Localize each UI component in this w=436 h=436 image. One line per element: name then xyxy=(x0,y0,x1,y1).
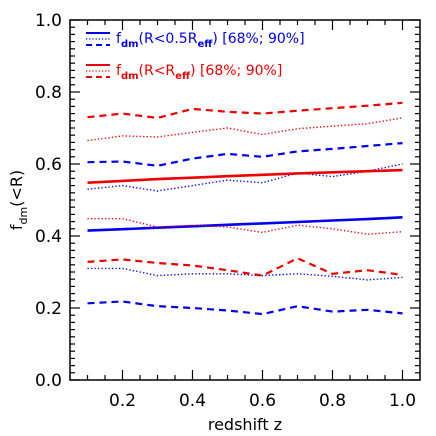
legend-blue-mid: (R<0.5R xyxy=(139,31,198,47)
y-axis-label-tail: (<R) xyxy=(7,170,26,207)
legend-entry-red: fdm(R<Reff) [68%; 90%] xyxy=(86,63,282,82)
series-line-blue-dashed-4 xyxy=(87,300,403,316)
series-line-blue-dotted-3 xyxy=(87,267,403,281)
x-tick-label: 0.4 xyxy=(179,391,206,411)
legend-red-prefix: f xyxy=(116,63,122,79)
y-tick-label: 0.0 xyxy=(35,371,62,391)
y-axis-label-main: f xyxy=(7,224,26,230)
x-axis-label: redshift z xyxy=(208,415,282,434)
series-line-red-dashed-9 xyxy=(87,257,403,277)
ticks-layer xyxy=(69,19,420,381)
legend-label-red: fdm(R<Reff) [68%; 90%] xyxy=(116,63,282,82)
y-axis-label-sub: dm xyxy=(17,207,30,225)
x-tick-label: 0.2 xyxy=(109,391,136,411)
series-line-blue-dashed-2 xyxy=(87,142,403,167)
legend-blue-tail: ) [68%; 90%] xyxy=(212,31,304,47)
series-line-blue-dotted-1 xyxy=(87,163,403,192)
x-tick-label: 1.0 xyxy=(389,391,416,411)
series-line-red-solid-5 xyxy=(87,168,403,184)
legend-entry-blue: fdm(R<0.5Reff) [68%; 90%] xyxy=(86,31,305,50)
legend-red-mid: (R<R xyxy=(139,63,176,79)
legend-red-sub2: eff xyxy=(175,71,191,82)
legend-red-tail: ) [68%; 90%] xyxy=(190,63,282,79)
y-tick-label: 0.6 xyxy=(35,155,62,175)
y-tick-label: 0.8 xyxy=(35,83,62,103)
legend-blue-prefix: f xyxy=(116,31,122,47)
legend-blue-sub: dm xyxy=(121,39,139,50)
legend-blue-sub2: eff xyxy=(197,39,213,50)
y-tick-labels: 0.0 0.2 0.4 0.6 0.8 1.0 xyxy=(35,11,62,391)
x-tick-labels: 0.2 0.4 0.6 0.8 1.0 xyxy=(109,391,416,411)
y-tick-label: 1.0 xyxy=(35,11,62,31)
series-line-blue-solid-0 xyxy=(87,216,403,232)
series-line-red-dashed-7 xyxy=(87,101,403,120)
legend-label-blue: fdm(R<0.5Reff) [68%; 90%] xyxy=(116,31,305,50)
x-tick-label: 0.8 xyxy=(319,391,346,411)
legend: fdm(R<0.5Reff) [68%; 90%] fdm(R<Reff) [6… xyxy=(86,31,305,82)
series-layer xyxy=(87,101,403,316)
y-tick-label: 0.2 xyxy=(35,299,62,319)
series-line-red-dotted-8 xyxy=(87,217,403,235)
y-tick-label: 0.4 xyxy=(35,227,62,247)
x-tick-label: 0.6 xyxy=(249,391,276,411)
series-line-red-dotted-6 xyxy=(87,117,403,142)
legend-red-sub: dm xyxy=(121,71,139,82)
y-axis-label: fdm(<R) xyxy=(7,170,30,230)
